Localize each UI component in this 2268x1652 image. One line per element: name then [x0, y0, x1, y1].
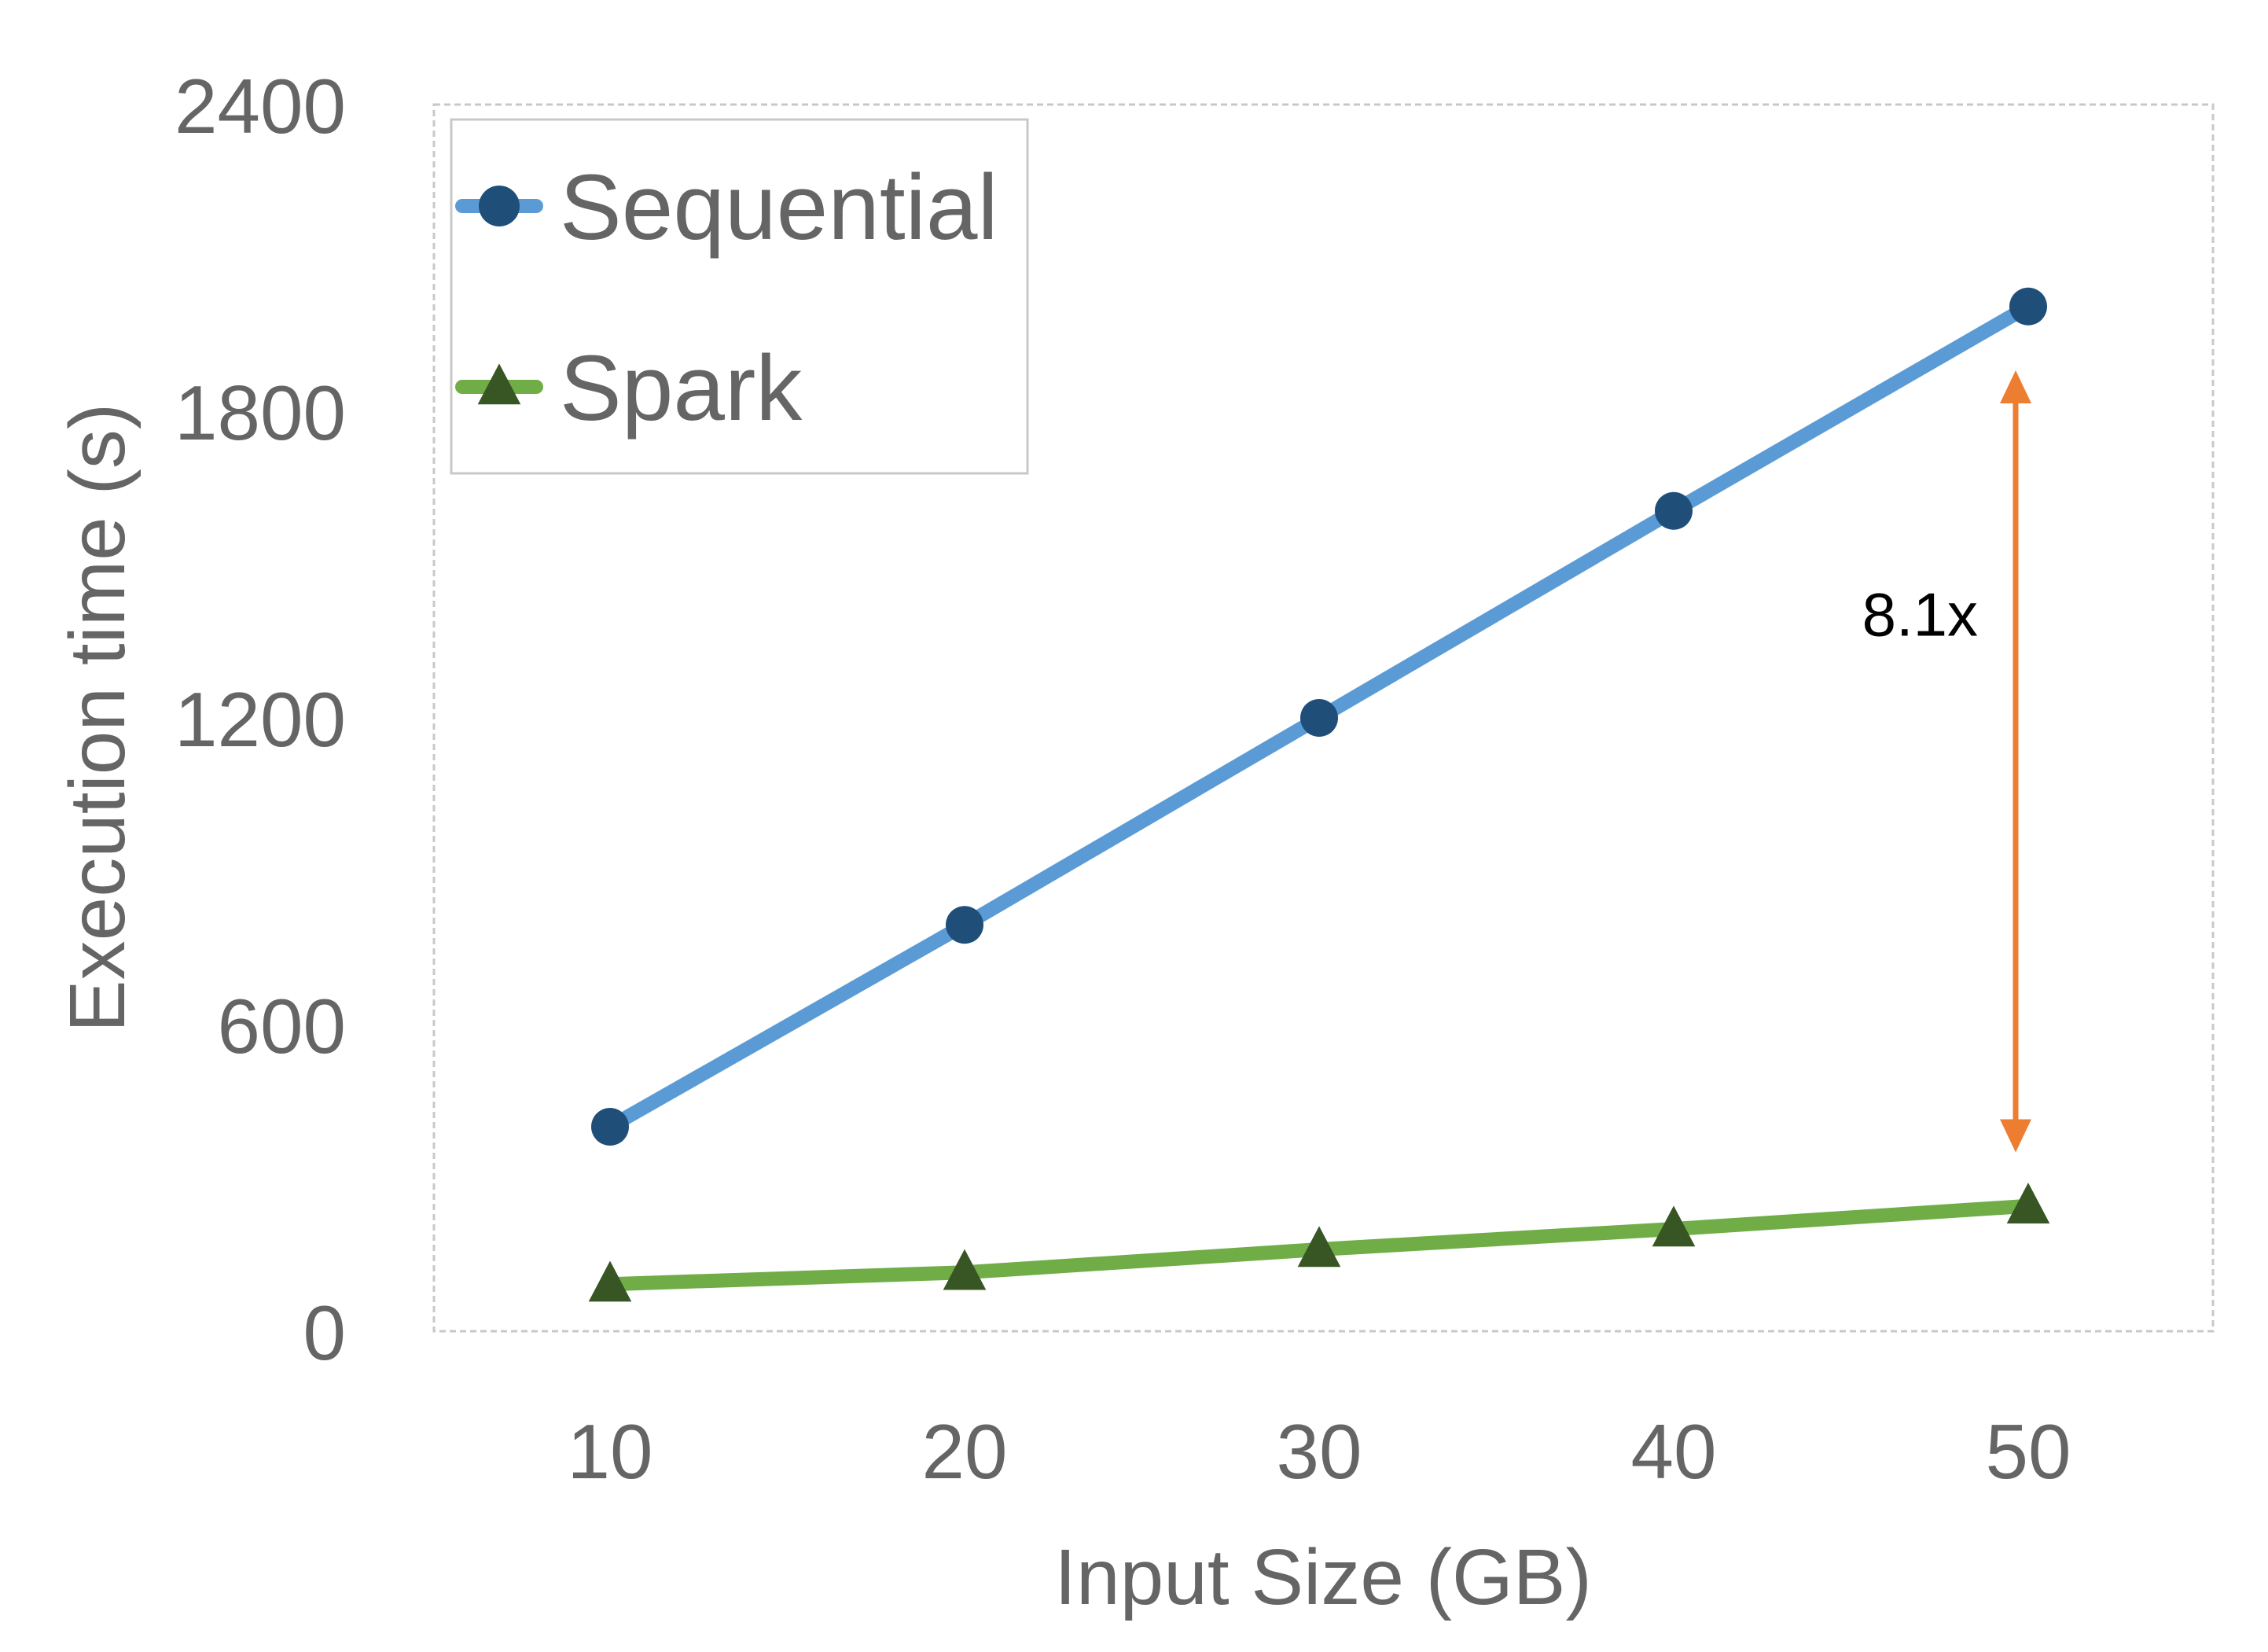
annotation: 8.1x: [1862, 370, 2031, 1153]
plot-area: [432, 103, 2215, 1333]
data-point: [479, 186, 520, 226]
series-sequential: [591, 287, 2047, 1146]
legend-item-sequential: Sequential: [455, 156, 998, 259]
x-tick-label: 10: [567, 1408, 652, 1495]
data-point: [2009, 287, 2047, 326]
data-point: [943, 1249, 987, 1290]
data-point: [1297, 1226, 1341, 1268]
data-point: [2006, 1183, 2050, 1223]
data-point: [477, 363, 521, 405]
legend-label: Spark: [560, 337, 803, 440]
y-axis-label: Execution time (s): [53, 403, 142, 1032]
y-tick-label: 2400: [175, 63, 346, 149]
data-point: [588, 1260, 632, 1302]
data-point: [946, 906, 983, 944]
x-tick-label: 30: [1276, 1408, 1362, 1495]
legend-item-spark: Spark: [455, 337, 803, 440]
data-point: [1652, 1205, 1696, 1247]
x-tick-label: 50: [1985, 1408, 2071, 1495]
legend: Sequential Spark: [450, 118, 1029, 475]
x-tick-label: 20: [921, 1408, 1007, 1495]
legend-label: Sequential: [560, 156, 998, 259]
y-axis-ticks: 0 600 1200 1800 2400: [175, 63, 346, 1376]
y-tick-label: 600: [217, 983, 346, 1069]
x-tick-label: 40: [1630, 1408, 1716, 1495]
series-layer: [588, 287, 2050, 1302]
annotation-arrow-head-top: [2000, 370, 2031, 403]
legend-box: [450, 118, 1029, 475]
data-point: [1300, 699, 1338, 737]
data-point: [1655, 491, 1693, 530]
annotation-label: 8.1x: [1862, 579, 1978, 649]
x-axis-ticks: 10 20 30 40 50: [567, 1408, 2071, 1495]
y-tick-label: 1800: [175, 370, 346, 456]
annotation-arrow-head-bottom: [2000, 1119, 2031, 1153]
data-point: [591, 1108, 629, 1146]
y-tick-label: 0: [303, 1290, 346, 1376]
series-spark: [588, 1183, 2050, 1302]
y-tick-label: 1200: [175, 676, 346, 763]
x-axis-label: Input Size (GB): [1054, 1533, 1592, 1621]
